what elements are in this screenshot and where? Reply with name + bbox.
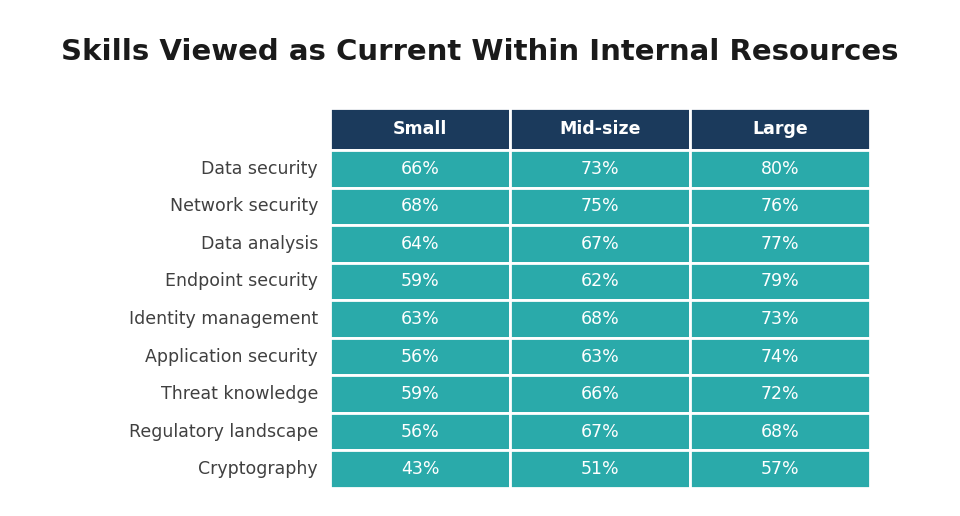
Text: 68%: 68%	[400, 197, 440, 215]
FancyBboxPatch shape	[510, 225, 690, 263]
Text: Small: Small	[393, 120, 447, 138]
FancyBboxPatch shape	[330, 225, 510, 263]
Text: 72%: 72%	[760, 385, 800, 403]
Text: 67%: 67%	[581, 235, 619, 253]
FancyBboxPatch shape	[690, 187, 870, 225]
Text: Mid-size: Mid-size	[560, 120, 640, 138]
FancyBboxPatch shape	[510, 375, 690, 413]
FancyBboxPatch shape	[690, 300, 870, 338]
FancyBboxPatch shape	[510, 150, 690, 187]
Text: 56%: 56%	[400, 348, 440, 365]
Text: 80%: 80%	[760, 160, 800, 178]
FancyBboxPatch shape	[510, 413, 690, 450]
FancyBboxPatch shape	[690, 338, 870, 375]
FancyBboxPatch shape	[330, 300, 510, 338]
Text: Skills Viewed as Current Within Internal Resources: Skills Viewed as Current Within Internal…	[61, 38, 899, 66]
Text: 62%: 62%	[581, 272, 619, 291]
Text: Data analysis: Data analysis	[201, 235, 318, 253]
Text: Large: Large	[752, 120, 808, 138]
Text: 59%: 59%	[400, 385, 440, 403]
FancyBboxPatch shape	[510, 108, 690, 150]
Text: 75%: 75%	[581, 197, 619, 215]
FancyBboxPatch shape	[510, 300, 690, 338]
Text: 63%: 63%	[581, 348, 619, 365]
Text: 67%: 67%	[581, 423, 619, 441]
Text: 77%: 77%	[760, 235, 800, 253]
Text: 79%: 79%	[760, 272, 800, 291]
FancyBboxPatch shape	[330, 108, 510, 150]
Text: Application security: Application security	[145, 348, 318, 365]
FancyBboxPatch shape	[330, 375, 510, 413]
Text: 76%: 76%	[760, 197, 800, 215]
FancyBboxPatch shape	[690, 413, 870, 450]
FancyBboxPatch shape	[510, 187, 690, 225]
FancyBboxPatch shape	[330, 338, 510, 375]
FancyBboxPatch shape	[330, 413, 510, 450]
FancyBboxPatch shape	[690, 150, 870, 187]
Text: Network security: Network security	[170, 197, 318, 215]
FancyBboxPatch shape	[690, 375, 870, 413]
Text: 73%: 73%	[581, 160, 619, 178]
Text: 51%: 51%	[581, 460, 619, 478]
Text: 74%: 74%	[760, 348, 800, 365]
Text: 43%: 43%	[400, 460, 440, 478]
Text: 68%: 68%	[760, 423, 800, 441]
FancyBboxPatch shape	[690, 108, 870, 150]
Text: Cryptography: Cryptography	[199, 460, 318, 478]
FancyBboxPatch shape	[510, 450, 690, 488]
FancyBboxPatch shape	[330, 187, 510, 225]
Text: 68%: 68%	[581, 310, 619, 328]
Text: Data security: Data security	[202, 160, 318, 178]
Text: Endpoint security: Endpoint security	[165, 272, 318, 291]
Text: 56%: 56%	[400, 423, 440, 441]
FancyBboxPatch shape	[690, 225, 870, 263]
FancyBboxPatch shape	[330, 263, 510, 300]
FancyBboxPatch shape	[330, 150, 510, 187]
FancyBboxPatch shape	[690, 263, 870, 300]
Text: 73%: 73%	[760, 310, 800, 328]
FancyBboxPatch shape	[330, 450, 510, 488]
Text: Regulatory landscape: Regulatory landscape	[129, 423, 318, 441]
FancyBboxPatch shape	[510, 263, 690, 300]
Text: Threat knowledge: Threat knowledge	[160, 385, 318, 403]
Text: 66%: 66%	[581, 385, 619, 403]
Text: 57%: 57%	[760, 460, 800, 478]
FancyBboxPatch shape	[510, 338, 690, 375]
Text: 59%: 59%	[400, 272, 440, 291]
Text: 64%: 64%	[400, 235, 440, 253]
FancyBboxPatch shape	[690, 450, 870, 488]
Text: 66%: 66%	[400, 160, 440, 178]
Text: 63%: 63%	[400, 310, 440, 328]
Text: Identity management: Identity management	[129, 310, 318, 328]
